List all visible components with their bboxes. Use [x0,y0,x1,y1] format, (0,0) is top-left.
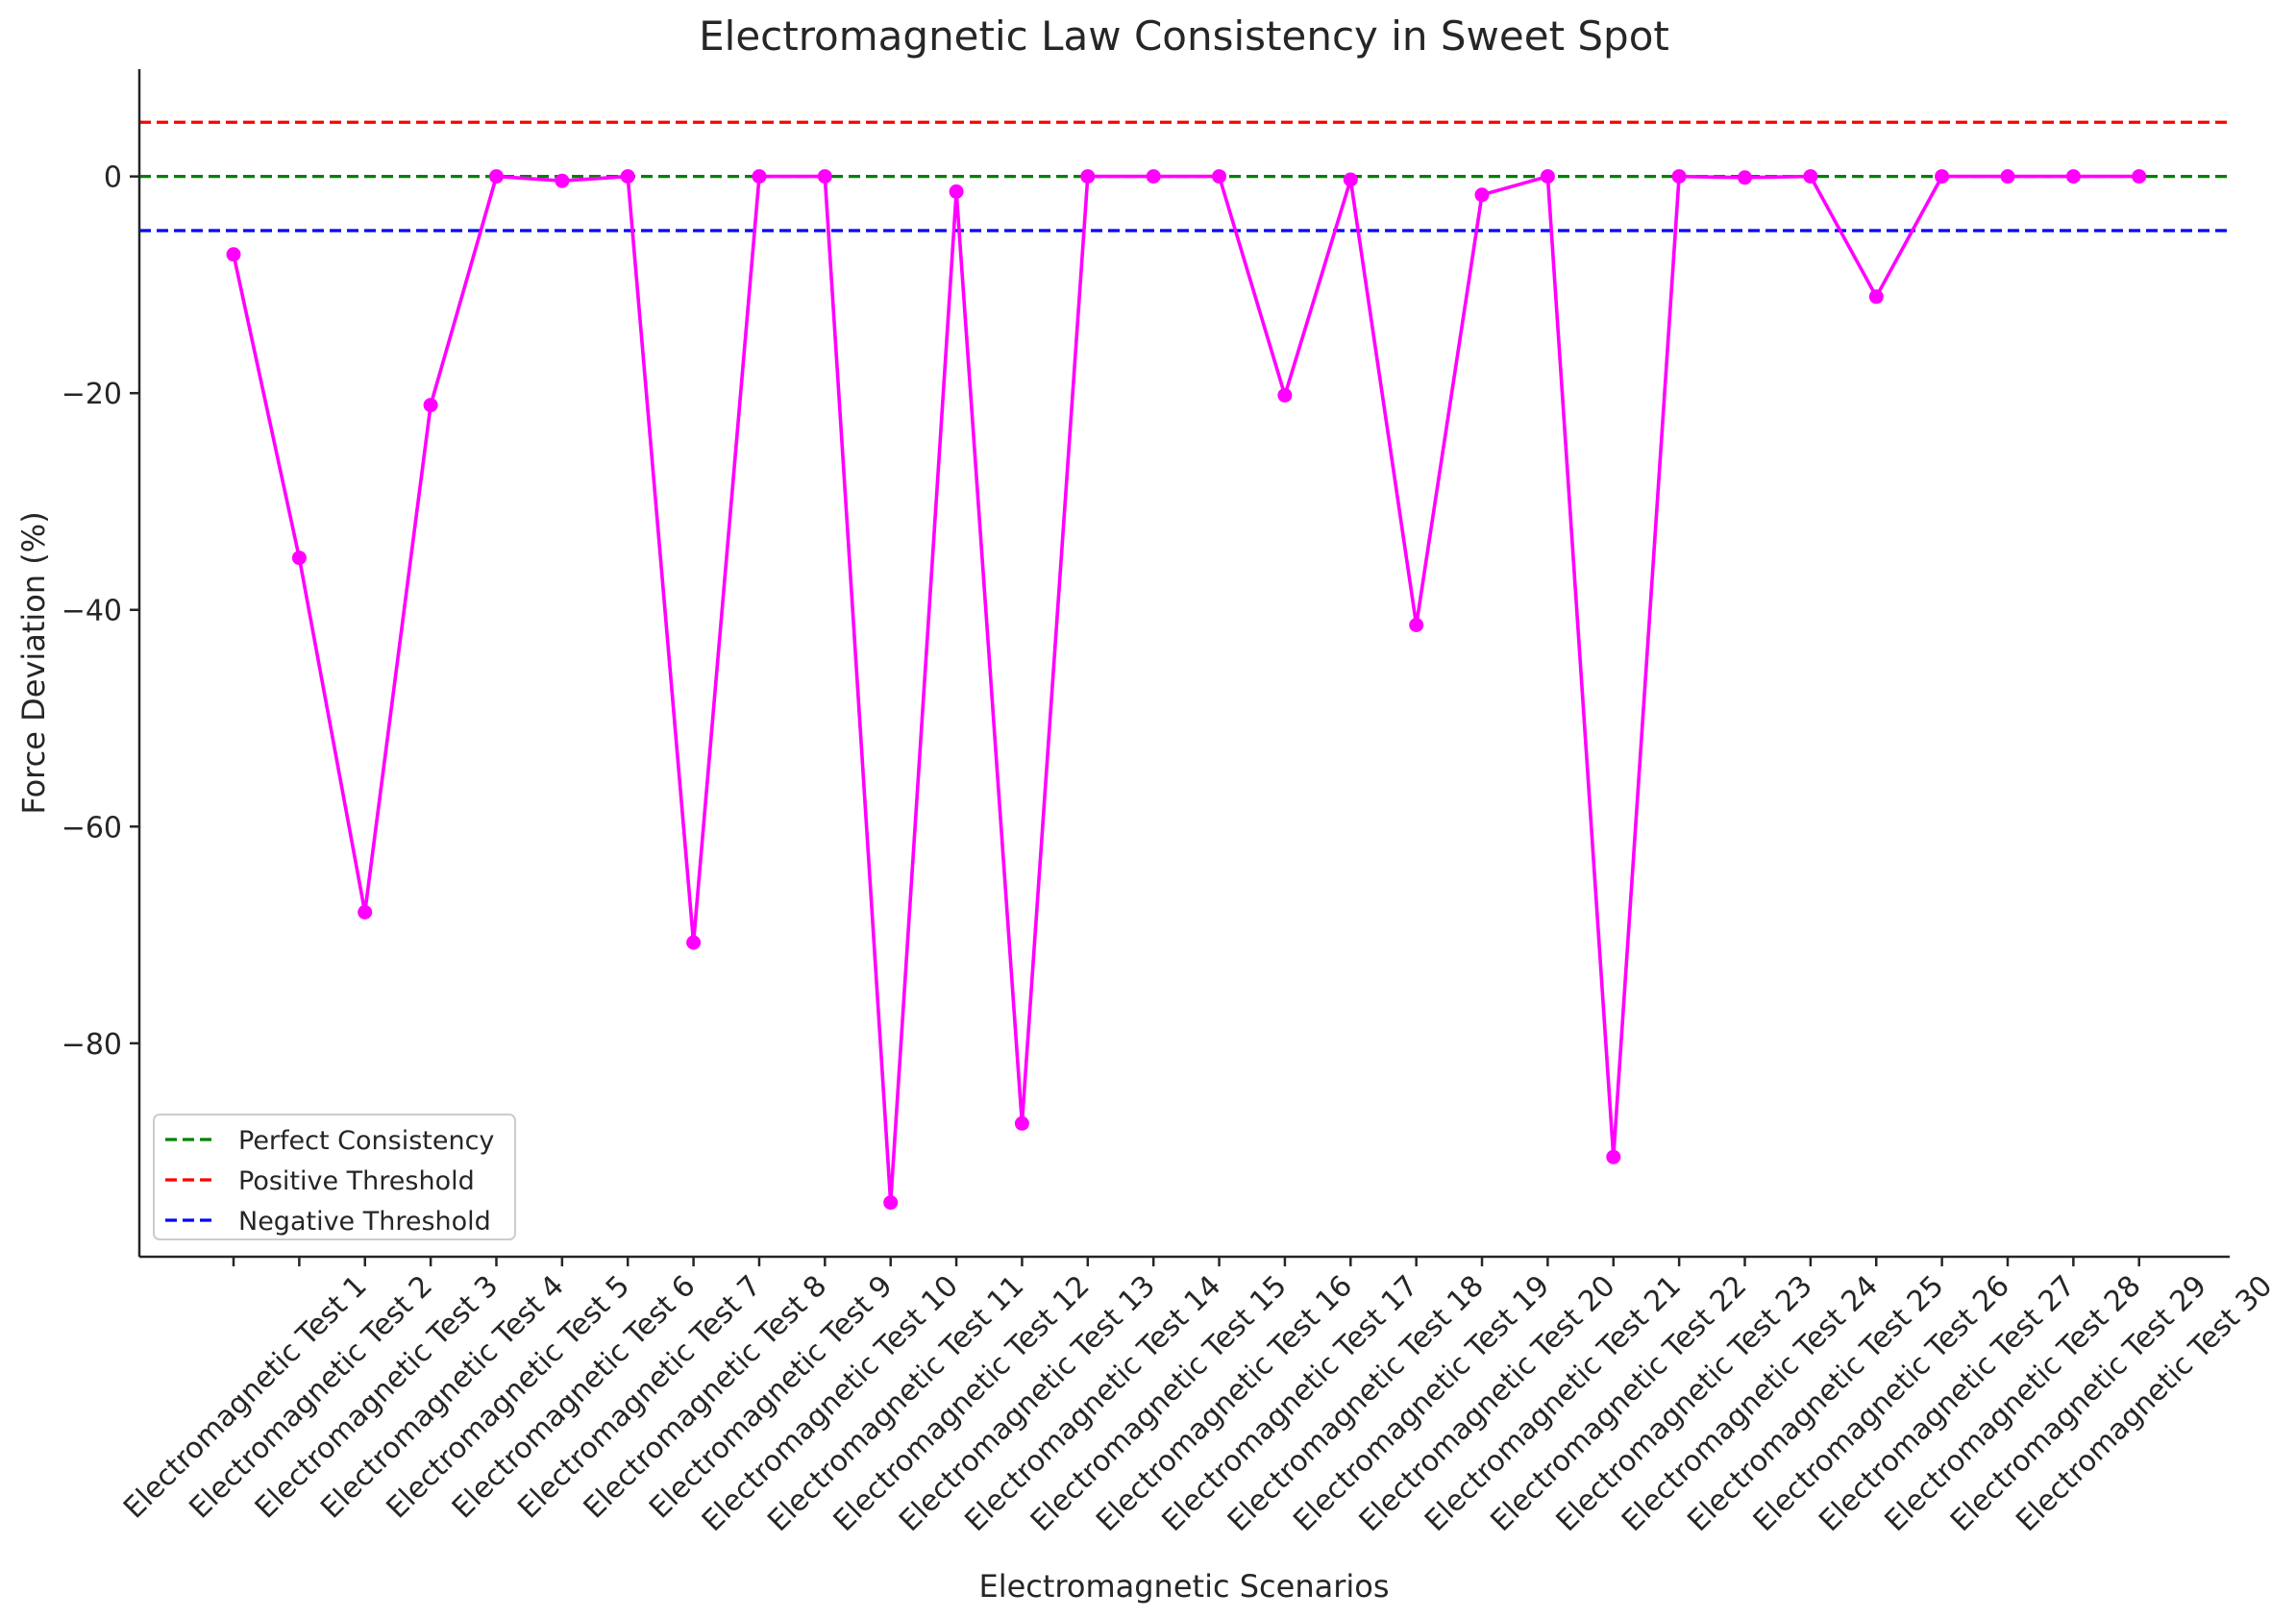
x-axis-label: Electromagnetic Scenarios [978,1568,1389,1605]
y-tick-label: −40 [62,595,122,628]
legend-label: Negative Threshold [238,1207,491,1237]
legend-label: Positive Threshold [238,1166,475,1196]
y-ticks: 0 −20 −40 −60 −80 [62,161,139,1062]
data-point [1671,169,1687,184]
series-line [232,174,2139,1205]
data-point [620,169,635,184]
data-point [883,1195,899,1211]
data-point [1540,169,1555,184]
data-point [817,169,832,184]
data-point [1474,187,1490,203]
data-point [1738,170,1752,185]
data-point [358,904,373,919]
data-point [1803,169,1818,184]
series-line-group [226,169,2147,1211]
data-point [1212,169,1227,184]
y-tick-label: −80 [62,1028,122,1062]
data-point [949,184,964,199]
data-point [291,551,307,566]
data-point [2000,169,2015,184]
y-tick-label: 0 [104,161,122,195]
data-point [555,173,570,188]
data-point [1935,169,1950,184]
data-point [686,935,702,950]
data-point [752,169,767,184]
legend-label: Perfect Consistency [238,1126,494,1156]
data-point [1606,1149,1621,1164]
data-point [423,398,438,413]
data-point [1409,618,1424,632]
data-point [2132,169,2147,184]
legend-frame [153,1114,516,1240]
data-point [226,247,241,262]
data-point [1868,289,1884,305]
legend: Perfect Consistency Positive Threshold Neg… [153,1114,516,1240]
data-point [1146,169,1161,184]
y-tick-label: −60 [62,811,122,845]
data-point [1277,387,1293,403]
chart-title: Electromagnetic Law Consistency in Sweet… [699,12,1669,60]
data-point [1014,1115,1029,1131]
data-point [2065,169,2081,184]
data-point [1343,172,1358,187]
y-axis-label: Force Deviation (%) [15,511,52,814]
data-point [1080,169,1096,184]
y-tick-label: −20 [62,378,122,411]
data-point [489,169,504,184]
